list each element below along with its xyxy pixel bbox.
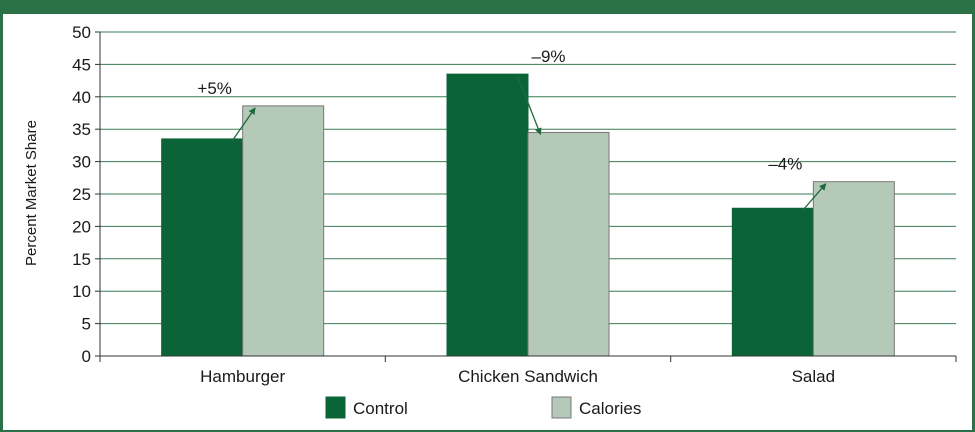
legend: Control Calories [325,396,641,419]
y-tick-label: 15 [72,250,91,269]
y-tick-label: 10 [72,282,91,301]
bar-control-salad [731,207,814,357]
bar-control-hamburger [161,138,244,357]
y-tick-label: 45 [72,55,91,74]
legend-swatch-calories [551,396,572,419]
change-annotation: –9% [531,47,565,66]
bar-calories-chicken-sandwich [527,131,610,357]
y-tick-label: 30 [72,153,91,172]
bars [161,73,895,357]
axes: 0 5 10 15 20 25 30 35 40 45 50 Hamburger Chicken San… [72,23,957,386]
x-tick-label: Hamburger [200,367,285,386]
legend-label-control: Control [353,399,408,418]
change-annotation: +5% [197,79,232,98]
y-tick-label: 50 [72,23,91,42]
change-arrow [802,183,827,211]
y-axis-label: Percent Market Share [23,120,40,266]
x-tick-label: Salad [792,367,835,386]
y-tick-label: 40 [72,88,91,107]
y-tick-label: 0 [82,347,91,366]
y-tick-label: 5 [82,315,91,334]
legend-label-calories: Calories [579,399,641,418]
x-tick-label: Chicken Sandwich [458,367,598,386]
y-tick-label: 20 [72,217,91,236]
bar-calories-hamburger [242,105,325,357]
bar-control-chicken-sandwich [446,73,529,357]
change-annotation: –4% [768,155,802,174]
change-arrow [516,75,542,136]
y-tick-label: 25 [72,185,91,204]
change-arrow [231,107,256,142]
y-tick-label: 35 [72,120,91,139]
legend-swatch-control [325,396,346,419]
bar-calories-salad [812,181,895,357]
annotations: +5% –9% –4% [197,47,827,211]
header-bar [0,0,975,14]
